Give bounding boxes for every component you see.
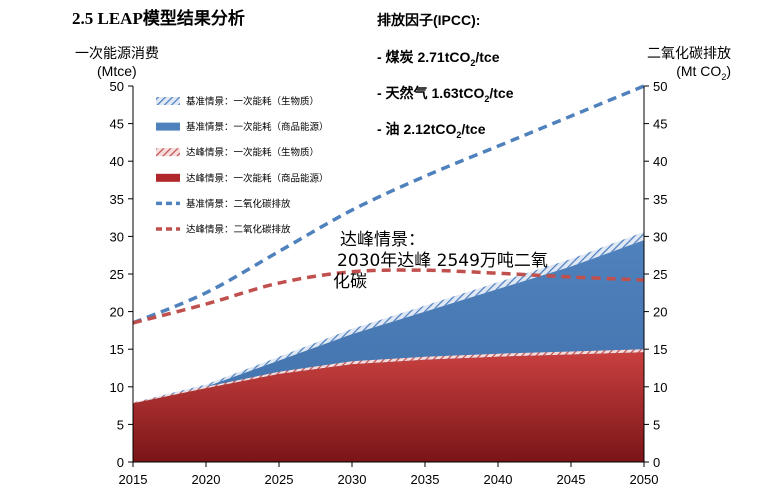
left-axis-title-line2: (Mtce) [97, 63, 137, 79]
annotation-line-1: 达峰情景： [340, 230, 425, 250]
ef-coal-sub: 2 [470, 57, 476, 68]
y-tick-right-label: 15 [653, 342, 667, 357]
area-peak-commercial [133, 352, 644, 462]
y-tick-right-label: 50 [653, 79, 667, 94]
legend-label: 基准情景：二氧化碳排放 [186, 198, 291, 210]
legend-swatch [156, 97, 180, 105]
line-baseline-co2 [132, 84, 645, 325]
annotation-line-2: 2030年达峰 2549万吨二氧 [337, 251, 548, 271]
ef-coal-prefix: - 煤炭 2.71tCO [377, 49, 471, 65]
x-tick-label: 2035 [411, 472, 440, 487]
y-tick-left-label: 40 [110, 154, 124, 169]
ef-coal-suffix: /tce [475, 49, 500, 65]
legend-swatch [156, 173, 180, 182]
y-tick-left-label: 20 [110, 305, 124, 320]
area-baseline-biomass [133, 231, 644, 404]
line-peak-co2 [132, 268, 645, 325]
x-tick-label: 2020 [192, 472, 221, 487]
right-axis-title-line1: 二氧化碳排放 [647, 45, 731, 61]
right-axis-title-line2: (Mt CO2) [647, 62, 731, 86]
area-peak-biomass [133, 349, 644, 404]
y-tick-left-label: 45 [110, 117, 124, 132]
legend-label: 基准情景：一次能耗（生物质） [186, 96, 319, 108]
ef-gas-sub: 2 [484, 93, 490, 104]
y-tick-left-label: 25 [110, 267, 124, 282]
x-tick-label: 2015 [119, 472, 148, 487]
y-tick-left-label: 0 [117, 455, 124, 470]
right-axis-unit-suffix: ) [726, 63, 731, 79]
y-tick-right-label: 45 [653, 117, 667, 132]
y-tick-right-label: 20 [653, 305, 667, 320]
x-tick-label: 2045 [557, 472, 586, 487]
x-tick-label: 2030 [338, 472, 367, 487]
y-tick-right-label: 35 [653, 192, 667, 207]
emission-factor-coal: - 煤炭 2.71tCO2/tce [377, 47, 500, 68]
ef-oil-sub: 2 [456, 129, 462, 140]
slide-title: 2.5 LEAP模型结果分析 [72, 9, 245, 28]
emission-factor-gas: - 天然气 1.63tCO2/tce [377, 83, 514, 104]
left-axis-title: 一次能源消费 (Mtce) [75, 44, 159, 80]
emission-factor-oil: - 油 2.12tCO2/tce [377, 119, 486, 140]
y-tick-right-label: 40 [653, 154, 667, 169]
x-tick-label: 2050 [630, 472, 659, 487]
ef-oil-suffix: /tce [461, 121, 486, 137]
legend: 基准情景：一次能耗（生物质） 基准情景：一次能耗（商品能源） 达峰情景：一次能耗（生… [156, 96, 329, 236]
y-tick-right-label: 10 [653, 380, 667, 395]
legend-label: 达峰情景：一次能耗（商品能源） [186, 172, 329, 184]
plot-layer [132, 84, 645, 462]
y-tick-right-label: 5 [653, 417, 660, 432]
y-tick-right-label: 30 [653, 229, 667, 244]
legend-swatch [156, 148, 180, 157]
right-axis-unit-prefix: (Mt CO [676, 63, 722, 79]
legend-label: 基准情景：一次能耗（商品能源） [186, 121, 329, 133]
y-tick-right-label: 25 [653, 267, 667, 282]
y-tick-left-label: 15 [110, 342, 124, 357]
ef-gas-prefix: - 天然气 1.63tCO [377, 85, 485, 101]
y-tick-left-label: 30 [110, 229, 124, 244]
y-tick-left-label: 10 [110, 380, 124, 395]
annotation-line-3: 化碳 [333, 272, 367, 292]
emission-factor-header: 排放因子(IPCC): [377, 12, 481, 28]
right-axis-title: 二氧化碳排放 (Mt CO2) [647, 44, 731, 86]
left-axis-title-line1: 一次能源消费 [75, 45, 159, 61]
y-tick-right-label: 0 [653, 455, 660, 470]
y-tick-left-label: 5 [117, 417, 124, 432]
ef-gas-suffix: /tce [489, 85, 514, 101]
ef-oil-prefix: - 油 2.12tCO [377, 121, 457, 137]
x-tick-label: 2025 [265, 472, 294, 487]
legend-swatch [156, 122, 180, 131]
x-tick-label: 2040 [484, 472, 513, 487]
y-tick-left-label: 50 [110, 79, 124, 94]
right-axis-unit-sub: 2 [721, 71, 727, 82]
legend-label: 达峰情景：二氧化碳排放 [186, 224, 291, 236]
y-tick-left-label: 35 [110, 192, 124, 207]
legend-label: 达峰情景：一次能耗（生物质） [186, 147, 319, 159]
